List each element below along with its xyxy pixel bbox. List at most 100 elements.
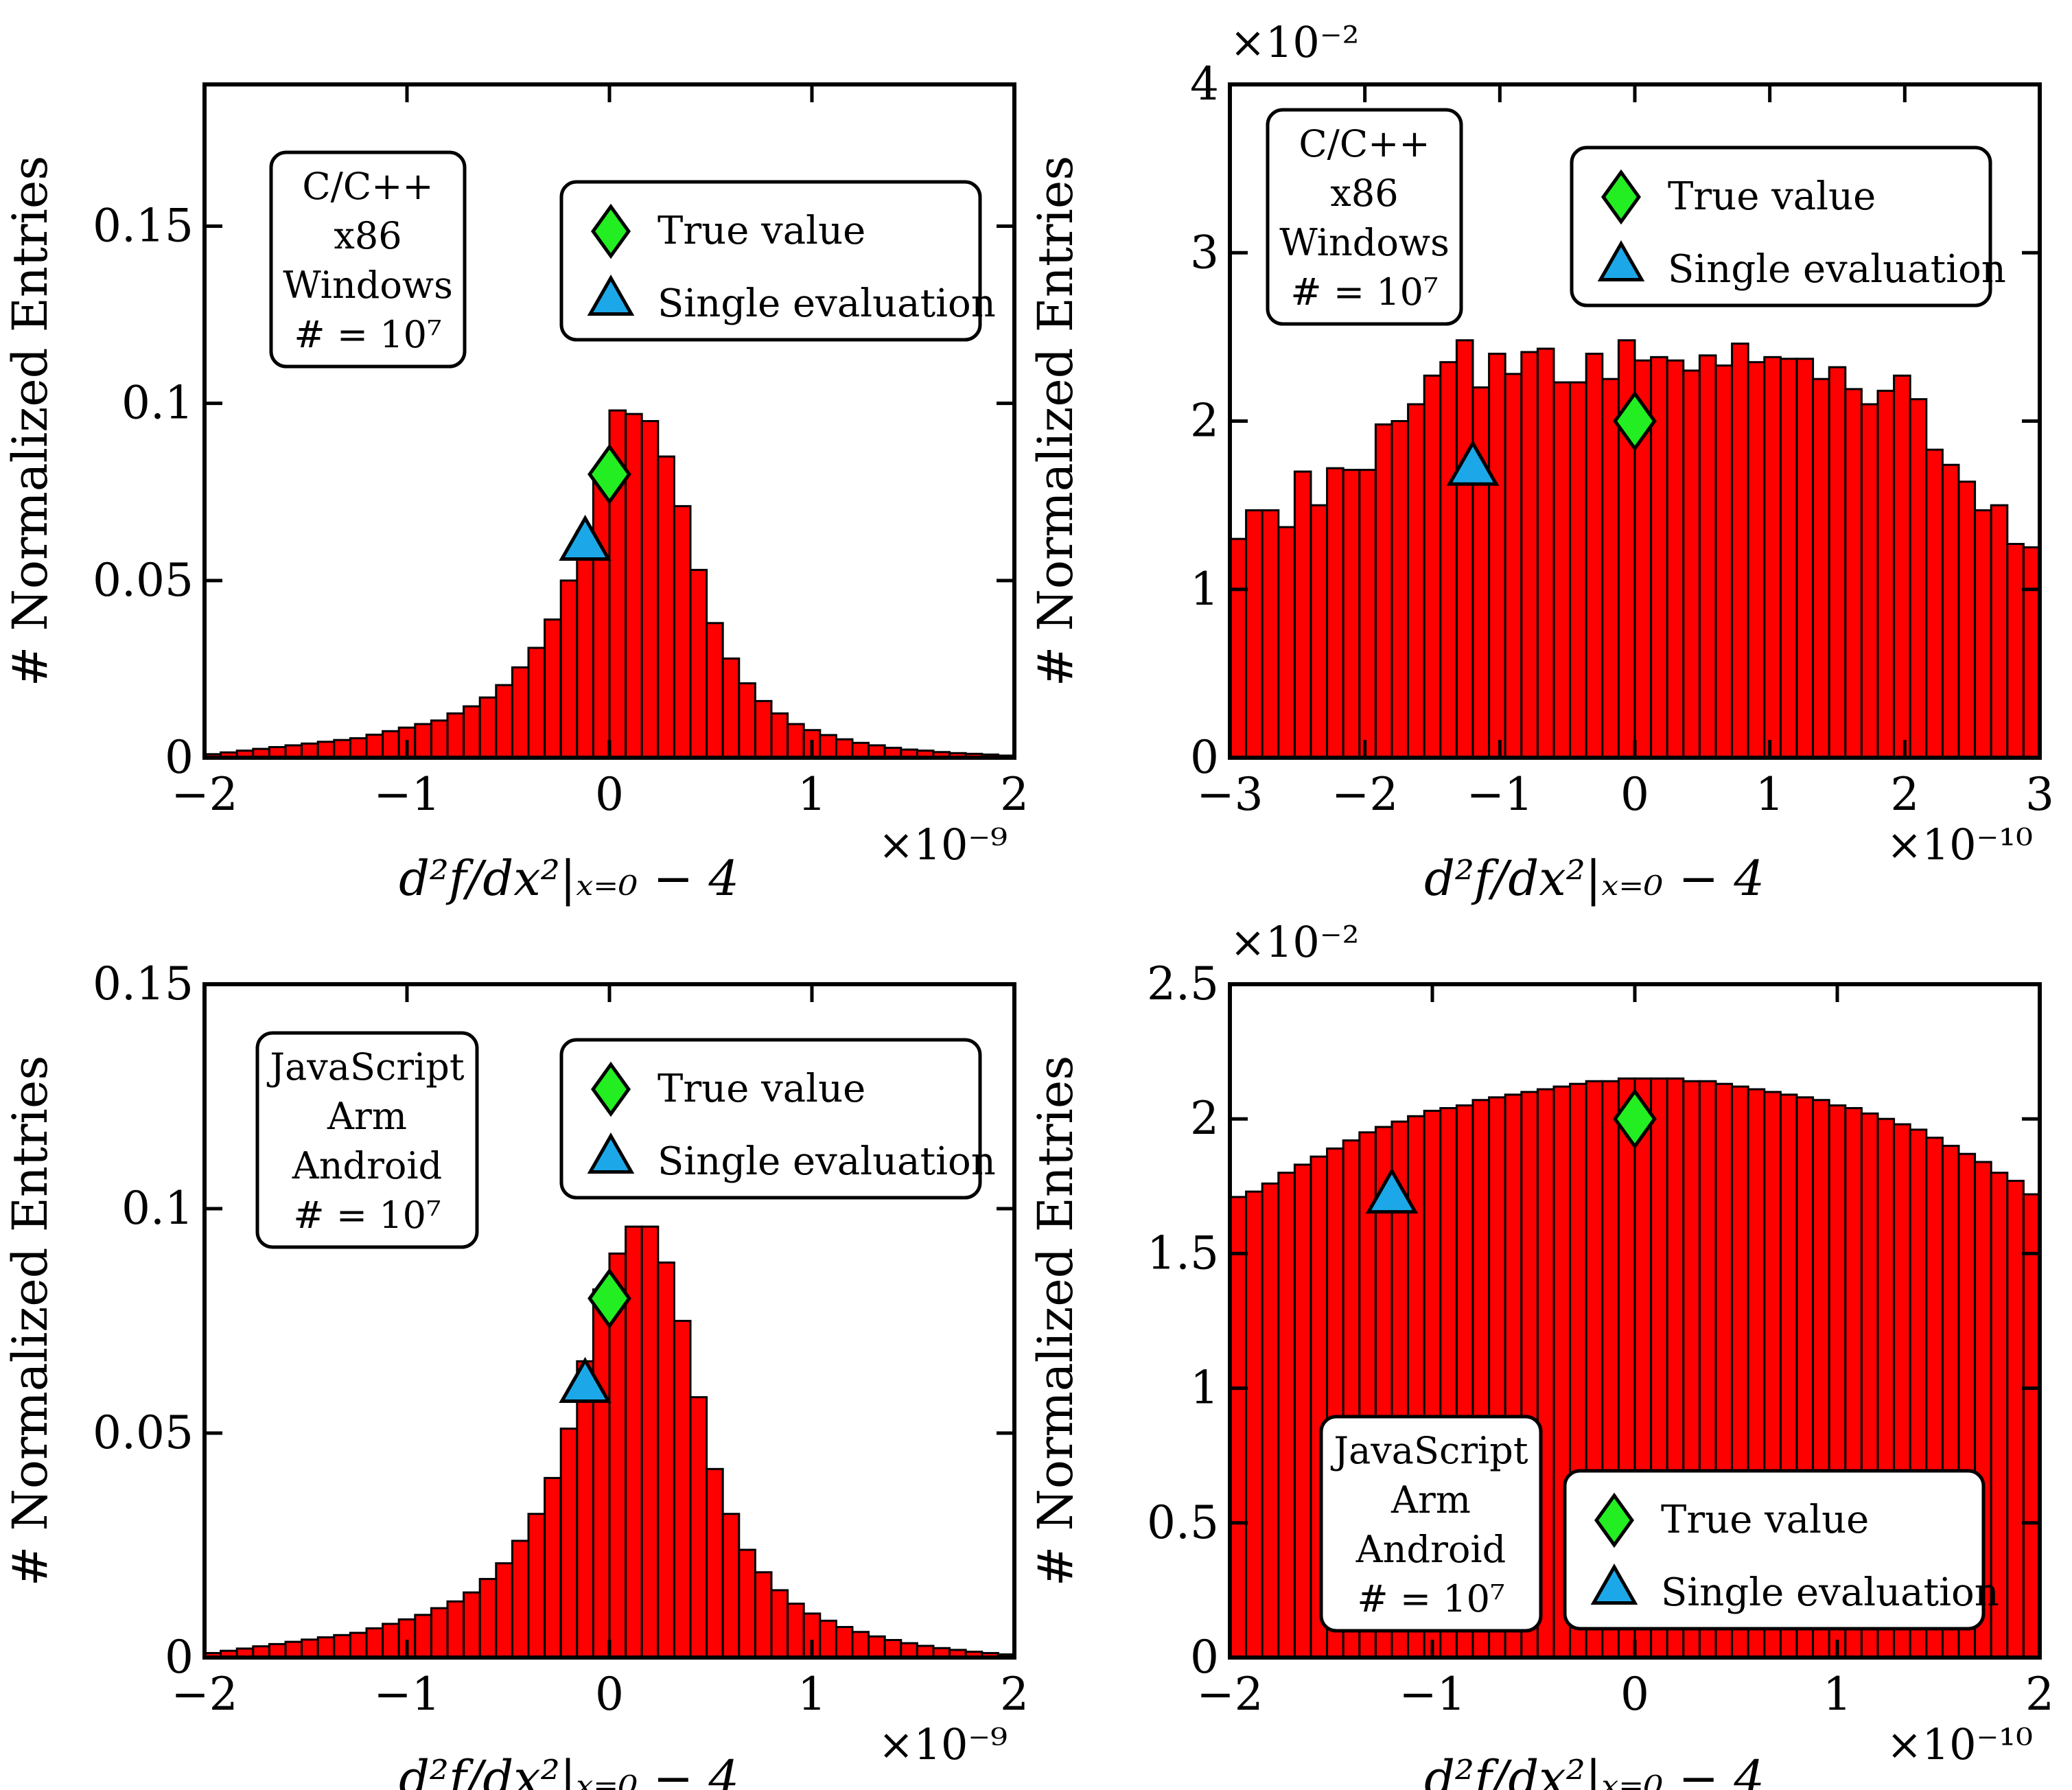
legend-entry-true-value: True value [1661,1498,1869,1542]
histogram-bar [1763,356,1782,759]
histogram-bar [527,647,546,759]
histogram-bar [559,1427,579,1659]
y-tick-label: 2 [1190,395,1219,448]
histogram-bar [1277,1172,1296,1659]
x-tick-label: −2 [171,1668,237,1721]
histogram-bar [819,1619,837,1659]
x-tick-label: −1 [1399,1668,1465,1721]
legend-diamond-icon [1594,1492,1635,1548]
histogram-bar [1326,467,1345,759]
y-tick-label: 4 [1190,58,1219,111]
y-tick-label: 0.5 [1147,1496,1219,1549]
x-scale-label: ×10⁻¹⁰ [1887,1719,2033,1769]
histogram-bar [349,737,368,759]
histogram-bar [544,618,562,759]
histogram-bar [1407,403,1425,759]
histogram-bar [1569,381,1587,759]
y-scale-label: ×10⁻² [1230,917,1359,967]
x-tick-label: 2 [1000,1668,1029,1721]
histogram-bar [1342,469,1361,759]
x-axis-label: d²f/dx²|ₓ₌₀ − 4 [1424,1750,1765,1790]
histogram-bar [1812,377,1830,759]
histogram-bar [1488,352,1506,759]
legend-diamond-icon [590,203,631,259]
histogram-bar [1844,388,1863,759]
true-value-marker [1613,391,1657,452]
y-tick-label: 0 [1190,1631,1219,1684]
x-scale-label: ×10⁻⁹ [878,820,1008,870]
histogram-bar [625,1225,643,1659]
histogram-bar [2022,546,2041,759]
histogram-bar [851,741,870,759]
histogram-bar [787,1603,805,1659]
histogram-bar [625,412,643,759]
y-axis-label: # Normalized Entries [1027,1056,1084,1587]
histogram-bar [463,705,481,759]
histogram-bar [640,420,660,759]
histogram-bar [1309,504,1329,759]
y-tick-label: 0.1 [121,377,194,430]
histogram-bar [1925,448,1944,759]
histogram-bar [301,742,319,759]
legend-triangle-icon [587,1132,635,1174]
info-line: # = 10⁷ [1290,270,1438,314]
histogram-bar [1390,420,1410,759]
histogram-bar [1909,398,1928,759]
histogram-bar [1779,358,1798,759]
x-tick-label: −3 [1196,768,1263,821]
y-tick-label: 0 [165,1631,194,1684]
y-tick-label: 0.05 [93,554,194,607]
y-tick-label: 0 [1190,731,1219,784]
info-line: JavaScript [1330,1429,1528,1472]
legend-entry-single-evaluation: Single evaluation [1668,247,2006,292]
histogram-bar [592,1288,611,1659]
y-axis-label: # Normalized Entries [2,1056,58,1587]
histogram-bar [1536,347,1555,759]
true-value-marker [587,443,631,505]
histogram-bar [316,1636,336,1659]
x-tick-label: 3 [2025,768,2054,821]
x-tick-label: 0 [1620,768,1649,821]
legend-box [559,1038,982,1200]
histogram-bar [1893,374,1911,759]
histogram-bar [883,1638,903,1659]
histogram-bar [689,1396,708,1659]
histogram-bar [1374,423,1393,759]
histogram-bar [770,712,789,759]
histogram-bar [592,473,611,759]
histogram-bar [706,622,724,759]
histogram-bar [2022,1193,2041,1659]
histogram-bar [316,741,336,759]
histogram-bar [721,1513,741,1659]
y-tick-label: 0.05 [93,1406,194,1459]
info-line: C/C++ [1299,122,1430,165]
histogram-panel-3: −2 −1 0 1 2 0 0.05 0.1 0.15 d²f/dx²|ₓ₌₀ − 4 # Norm… [2,957,1029,1790]
y-tick-label: 1 [1190,1362,1219,1415]
info-box [1266,108,1463,326]
x-tick-label: 2 [1000,768,1029,821]
histogram-bar [333,739,351,759]
y-tick-label: 2.5 [1147,957,1219,1010]
y-tick-label: 0.15 [93,957,194,1010]
histogram-bar [576,530,594,759]
legend-triangle-icon [587,274,635,316]
histogram-bar [349,1631,368,1659]
histogram-bar [544,1476,562,1659]
histogram-bar [1229,1196,1248,1659]
info-box [255,1031,479,1249]
histogram-bar [430,719,449,759]
single-evaluation-marker [559,1357,612,1404]
histogram-bar [640,1225,660,1659]
histogram-bar [1261,1182,1280,1659]
histogram-bar [673,504,692,759]
histogram-bar [1747,361,1766,759]
histogram-bar [527,1513,546,1659]
single-evaluation-marker [1365,1167,1419,1214]
histogram-bar [835,1626,854,1659]
info-line: # = 10⁷ [293,1194,441,1237]
legend-triangle-icon [1590,1563,1638,1605]
x-scale-label: ×10⁻⁹ [878,1719,1008,1769]
x-tick-label: 0 [595,1668,624,1721]
histogram-bar [1229,537,1248,759]
